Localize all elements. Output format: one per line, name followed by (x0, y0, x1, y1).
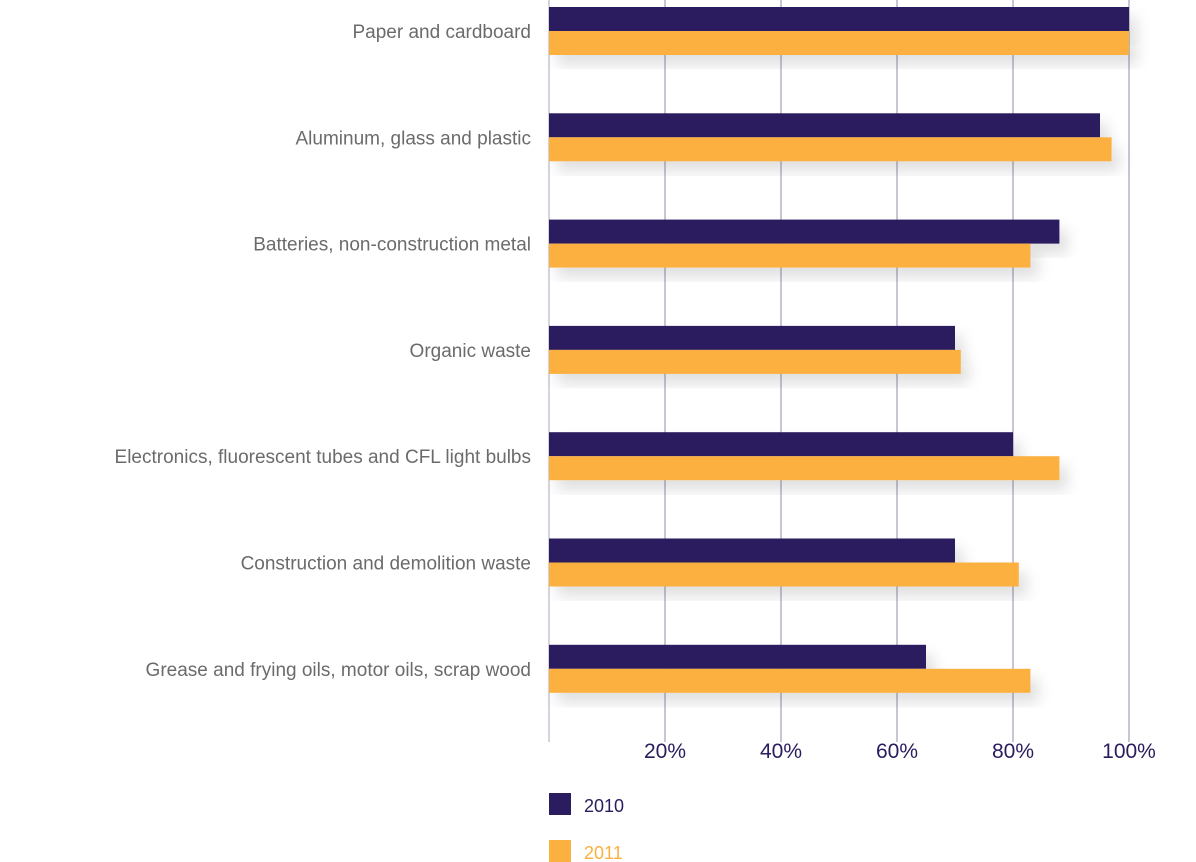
category-label: Paper and cardboard (352, 22, 531, 43)
bar-2011-6 (549, 668, 1031, 693)
bar-2010-0 (549, 7, 1129, 31)
category-label: Batteries, non-construction metal (253, 235, 531, 256)
legend-label-2011: 2011 (584, 843, 623, 862)
bar-2011-0 (549, 31, 1129, 55)
x-tick-label: 20% (644, 740, 686, 763)
category-label: Electronics, fluorescent tubes and CFL l… (115, 447, 531, 468)
x-tick-label: 80% (992, 740, 1034, 763)
category-label: Construction and demolition waste (241, 554, 531, 575)
x-tick-label: 100% (1102, 740, 1156, 763)
category-label: Organic waste (410, 341, 531, 362)
bar-2010-3 (549, 325, 955, 350)
bar-2011-2 (549, 243, 1031, 268)
legend: 2010 2011 (549, 793, 624, 862)
x-tick-label: 40% (760, 740, 802, 763)
bars-group (549, 7, 1129, 693)
category-label: Aluminum, glass and plastic (296, 128, 532, 149)
legend-label-2010: 2010 (584, 796, 624, 816)
bar-2011-1 (549, 137, 1112, 162)
bar-2011-4 (549, 456, 1060, 481)
x-tick-label: 60% (876, 740, 918, 763)
bar-2010-4 (549, 432, 1013, 457)
x-axis-ticks: 20% 40% 60% 80% 100% (644, 740, 1156, 763)
category-labels: Paper and cardboard Aluminum, glass and p… (115, 22, 531, 681)
bar-2010-2 (549, 219, 1060, 244)
bar-2011-3 (549, 349, 961, 374)
category-label: Grease and frying oils, motor oils, scra… (146, 660, 531, 681)
bar-2010-5 (549, 538, 955, 563)
bar-2010-6 (549, 644, 926, 669)
legend-swatch-2011 (549, 840, 571, 862)
legend-swatch-2010 (549, 793, 571, 815)
bar-2011-5 (549, 562, 1019, 587)
bar-2010-1 (549, 113, 1100, 138)
